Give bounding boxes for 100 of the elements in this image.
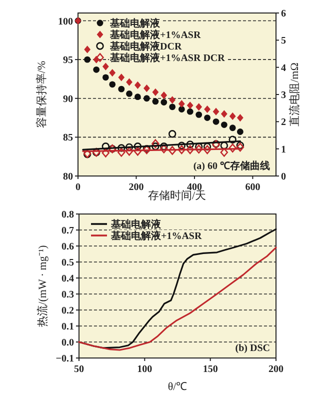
y-tick-label: 100 bbox=[58, 16, 73, 28]
y2-tick-label: 0 bbox=[281, 172, 286, 182]
point bbox=[102, 74, 109, 81]
point bbox=[168, 130, 176, 138]
point bbox=[126, 90, 132, 97]
y-tick-label: 0.2 bbox=[62, 306, 74, 316]
y2-tick-label: 1 bbox=[281, 144, 286, 156]
point bbox=[169, 104, 176, 110]
y-axis-title: 容量保持率/% bbox=[35, 60, 48, 128]
annotation: (a) 60 ℃存储曲线 bbox=[193, 160, 270, 172]
point bbox=[168, 146, 176, 155]
x-tick-label: 100 bbox=[137, 364, 152, 375]
point bbox=[228, 136, 236, 144]
y-tick-label: 0.0 bbox=[62, 338, 74, 348]
y-tick-label: 80 bbox=[63, 172, 73, 182]
legend-label: 基础电解液 bbox=[110, 218, 162, 230]
point bbox=[160, 142, 168, 150]
y-tick-label: 0.1 bbox=[62, 322, 74, 332]
point bbox=[220, 148, 228, 157]
y2-axis-title: 直流电阻/mΩ bbox=[288, 62, 301, 126]
point bbox=[220, 142, 228, 150]
point bbox=[84, 46, 91, 54]
point bbox=[152, 142, 160, 150]
y-tick-label: 90 bbox=[63, 94, 73, 105]
point bbox=[212, 108, 220, 116]
y2-tick-label: 3 bbox=[281, 90, 286, 101]
point bbox=[109, 81, 116, 88]
point bbox=[93, 66, 100, 73]
point bbox=[220, 122, 228, 128]
annotation: (b) DSC bbox=[235, 343, 270, 354]
x-tick-label: 150 bbox=[202, 364, 218, 375]
y-axis-title: 热流/(mW · mg⁻¹) bbox=[36, 244, 49, 327]
point bbox=[212, 118, 220, 125]
y2-tick-label: 6 bbox=[281, 8, 286, 20]
point bbox=[229, 124, 236, 132]
y-tick-label: 95 bbox=[63, 55, 73, 66]
y-tick-label: 0.4 bbox=[62, 274, 74, 284]
y-tick-label: 0.3 bbox=[62, 290, 74, 300]
point bbox=[178, 106, 185, 112]
y-tick-label: 0.6 bbox=[62, 242, 74, 252]
point bbox=[160, 144, 168, 154]
point bbox=[203, 142, 212, 151]
line-series bbox=[78, 246, 277, 351]
point bbox=[178, 100, 185, 108]
point bbox=[236, 142, 244, 152]
x-tick-label: 600 bbox=[245, 182, 260, 193]
y-tick-label: 85 bbox=[63, 132, 73, 144]
point bbox=[178, 145, 186, 154]
point bbox=[236, 141, 244, 150]
point bbox=[160, 91, 168, 100]
point bbox=[186, 140, 194, 148]
x-tick-label: 200 bbox=[128, 182, 144, 193]
point bbox=[204, 114, 210, 121]
point bbox=[203, 145, 212, 154]
point bbox=[102, 148, 110, 158]
legend-label: 基础电解液+1%ASR DCR bbox=[109, 52, 226, 64]
point bbox=[125, 146, 134, 156]
point bbox=[134, 146, 142, 156]
x-tick-label: 50 bbox=[74, 364, 84, 375]
y-tick-label: 0.8 bbox=[62, 210, 74, 220]
x-axis-title: 存储时间/天 bbox=[148, 189, 206, 202]
point bbox=[236, 114, 244, 122]
point bbox=[186, 145, 194, 154]
point bbox=[102, 142, 110, 150]
point bbox=[152, 98, 159, 105]
point bbox=[118, 148, 126, 157]
point bbox=[118, 74, 125, 82]
point bbox=[196, 111, 202, 118]
point bbox=[84, 56, 91, 63]
point bbox=[144, 84, 150, 92]
point bbox=[126, 78, 132, 86]
point bbox=[229, 112, 236, 120]
point bbox=[134, 94, 141, 100]
point bbox=[118, 86, 125, 92]
point bbox=[152, 88, 159, 96]
y-tick-label: 0.7 bbox=[62, 226, 74, 236]
point bbox=[118, 144, 126, 152]
point bbox=[144, 95, 150, 102]
y2-tick-label: 4 bbox=[281, 62, 286, 74]
point bbox=[186, 108, 194, 115]
point bbox=[134, 142, 142, 150]
point bbox=[134, 81, 141, 89]
point bbox=[109, 68, 116, 77]
point bbox=[220, 110, 228, 118]
y-tick-label: −0.1 bbox=[56, 354, 74, 364]
point bbox=[186, 102, 194, 110]
legend-label: 基础电解液+1%ASR bbox=[109, 29, 202, 41]
y-tick-label: 0.5 bbox=[62, 258, 74, 268]
point bbox=[196, 103, 202, 111]
point bbox=[160, 99, 168, 106]
x-axis-title: θ/℃ bbox=[168, 381, 188, 393]
point bbox=[102, 62, 109, 70]
point bbox=[194, 144, 203, 154]
point bbox=[204, 105, 210, 114]
x-tick-label: 200 bbox=[268, 364, 284, 375]
point bbox=[178, 142, 186, 150]
y2-tick-label: 5 bbox=[281, 36, 286, 47]
legend-label: 基础电解液 bbox=[109, 18, 161, 30]
point bbox=[228, 144, 236, 152]
legend-label: 基础电解液+1%ASR bbox=[110, 230, 202, 242]
